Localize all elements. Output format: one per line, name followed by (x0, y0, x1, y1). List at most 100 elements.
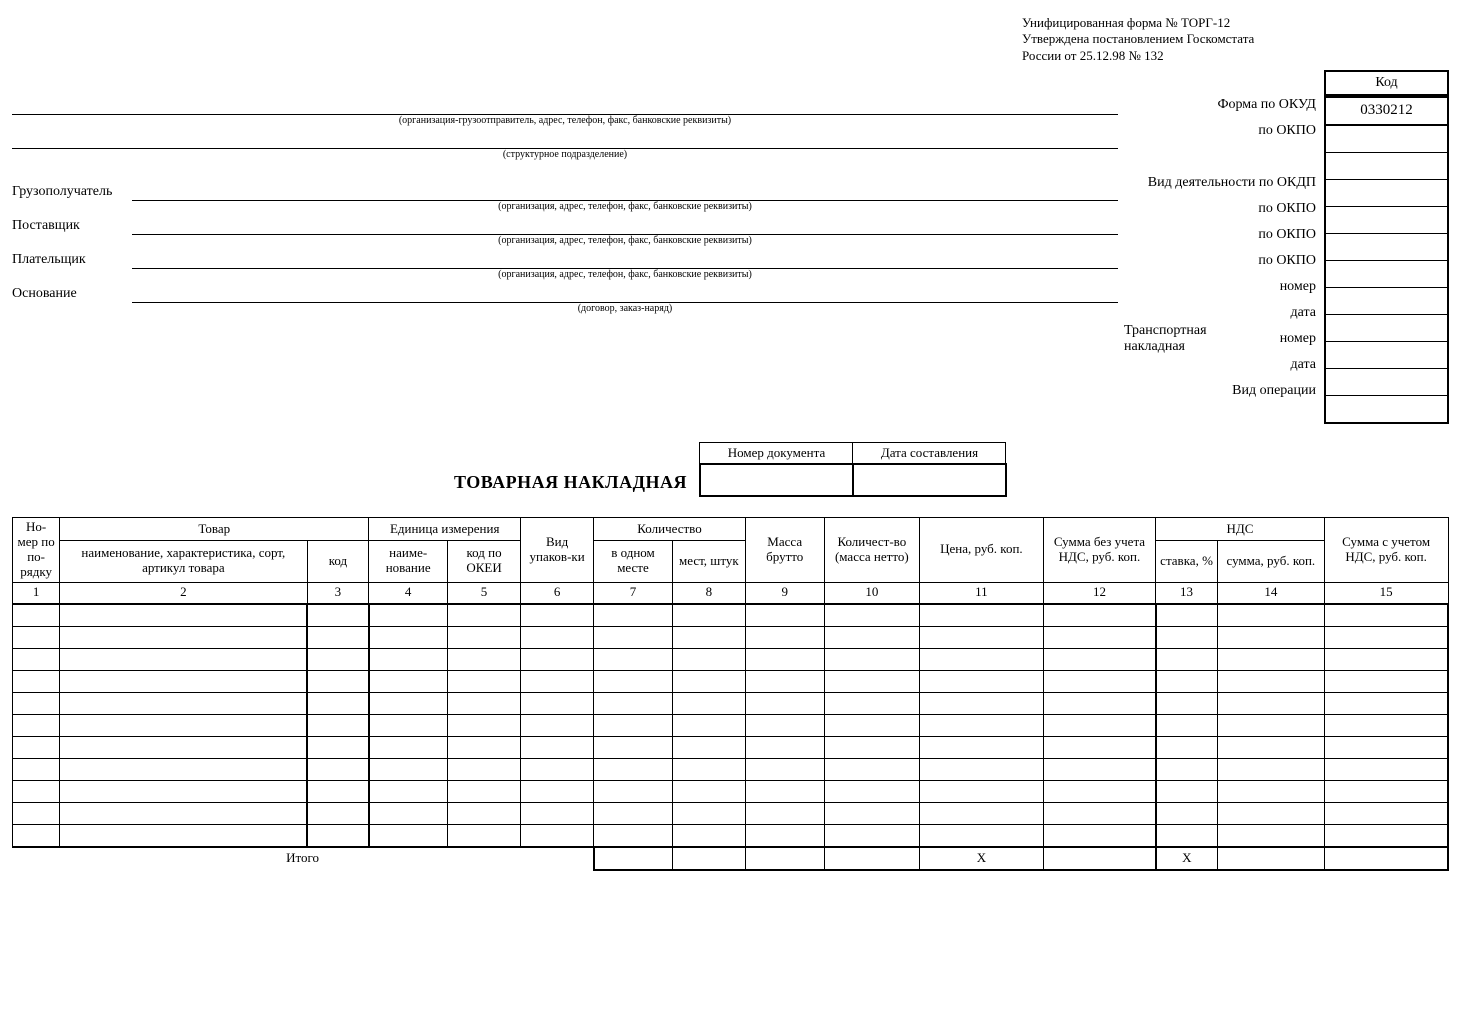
table-cell[interactable] (307, 736, 369, 758)
table-cell[interactable] (1217, 714, 1324, 736)
table-cell[interactable] (1043, 802, 1155, 824)
table-cell[interactable] (307, 780, 369, 802)
table-cell[interactable] (369, 780, 448, 802)
table-cell[interactable] (1156, 692, 1218, 714)
table-cell[interactable] (448, 736, 521, 758)
table-cell[interactable] (369, 626, 448, 648)
table-cell[interactable] (672, 758, 745, 780)
table-cell[interactable] (824, 736, 920, 758)
table-cell[interactable] (1156, 648, 1218, 670)
supplier-input[interactable] (132, 216, 1118, 235)
table-cell[interactable] (307, 714, 369, 736)
table-cell[interactable] (672, 802, 745, 824)
table-cell[interactable] (745, 626, 824, 648)
table-cell[interactable] (1217, 780, 1324, 802)
table-cell[interactable] (1217, 758, 1324, 780)
table-cell[interactable] (1324, 626, 1448, 648)
table-cell[interactable] (1156, 780, 1218, 802)
table-cell[interactable] (448, 758, 521, 780)
table-cell[interactable] (521, 802, 594, 824)
table-cell[interactable] (60, 714, 307, 736)
table-cell[interactable] (369, 802, 448, 824)
table-cell[interactable] (13, 714, 60, 736)
table-cell[interactable] (1043, 824, 1155, 847)
table-cell[interactable] (672, 714, 745, 736)
table-cell[interactable] (824, 824, 920, 847)
table-cell[interactable] (594, 604, 673, 627)
table-cell[interactable] (672, 604, 745, 627)
table-cell[interactable] (920, 736, 1044, 758)
table-cell[interactable] (60, 670, 307, 692)
table-cell[interactable] (1043, 736, 1155, 758)
table-cell[interactable] (60, 758, 307, 780)
table-cell[interactable] (1217, 626, 1324, 648)
table-cell[interactable] (1324, 736, 1448, 758)
table-cell[interactable] (13, 780, 60, 802)
table-cell[interactable] (521, 736, 594, 758)
table-cell[interactable] (521, 670, 594, 692)
table-cell[interactable] (1043, 692, 1155, 714)
table-cell[interactable] (60, 626, 307, 648)
table-cell[interactable] (1043, 714, 1155, 736)
table-cell[interactable] (745, 714, 824, 736)
table-cell[interactable] (1156, 802, 1218, 824)
table-cell[interactable] (369, 824, 448, 847)
table-cell[interactable] (1156, 758, 1218, 780)
table-cell[interactable] (745, 692, 824, 714)
table-cell[interactable] (1217, 604, 1324, 627)
doc-date-cell[interactable] (853, 464, 1006, 496)
table-cell[interactable] (60, 824, 307, 847)
table-cell[interactable] (307, 626, 369, 648)
table-cell[interactable] (920, 648, 1044, 670)
table-cell[interactable] (369, 714, 448, 736)
table-cell[interactable] (13, 824, 60, 847)
table-cell[interactable] (920, 692, 1044, 714)
table-cell[interactable] (369, 670, 448, 692)
table-cell[interactable] (448, 648, 521, 670)
table-cell[interactable] (824, 802, 920, 824)
code-cell[interactable] (1325, 287, 1448, 314)
table-cell[interactable] (1324, 670, 1448, 692)
table-cell[interactable] (1324, 824, 1448, 847)
table-cell[interactable] (672, 670, 745, 692)
table-cell[interactable] (672, 648, 745, 670)
table-cell[interactable] (60, 692, 307, 714)
code-cell[interactable] (1325, 368, 1448, 395)
table-cell[interactable] (13, 802, 60, 824)
table-cell[interactable] (594, 736, 673, 758)
table-cell[interactable] (1324, 802, 1448, 824)
table-cell[interactable] (307, 692, 369, 714)
table-cell[interactable] (369, 758, 448, 780)
code-cell[interactable] (1325, 341, 1448, 368)
table-cell[interactable] (824, 758, 920, 780)
table-cell[interactable] (1043, 648, 1155, 670)
table-cell[interactable] (745, 802, 824, 824)
table-cell[interactable] (1217, 692, 1324, 714)
code-cell[interactable] (1325, 152, 1448, 179)
table-cell[interactable] (1156, 736, 1218, 758)
table-cell[interactable] (307, 670, 369, 692)
table-cell[interactable] (521, 626, 594, 648)
table-cell[interactable] (920, 824, 1044, 847)
subdivision-line[interactable] (12, 130, 1118, 149)
table-cell[interactable] (745, 736, 824, 758)
table-cell[interactable] (745, 780, 824, 802)
table-cell[interactable] (13, 604, 60, 627)
table-cell[interactable] (521, 604, 594, 627)
table-cell[interactable] (1217, 670, 1324, 692)
table-cell[interactable] (448, 714, 521, 736)
table-cell[interactable] (13, 626, 60, 648)
table-cell[interactable] (920, 780, 1044, 802)
table-cell[interactable] (824, 692, 920, 714)
table-cell[interactable] (1156, 714, 1218, 736)
table-cell[interactable] (920, 604, 1044, 627)
table-cell[interactable] (594, 626, 673, 648)
table-cell[interactable] (369, 692, 448, 714)
payer-input[interactable] (132, 250, 1118, 269)
code-cell[interactable] (1325, 233, 1448, 260)
table-cell[interactable] (307, 824, 369, 847)
table-cell[interactable] (594, 648, 673, 670)
basis-input[interactable] (132, 284, 1118, 303)
table-cell[interactable] (672, 736, 745, 758)
table-cell[interactable] (1156, 626, 1218, 648)
